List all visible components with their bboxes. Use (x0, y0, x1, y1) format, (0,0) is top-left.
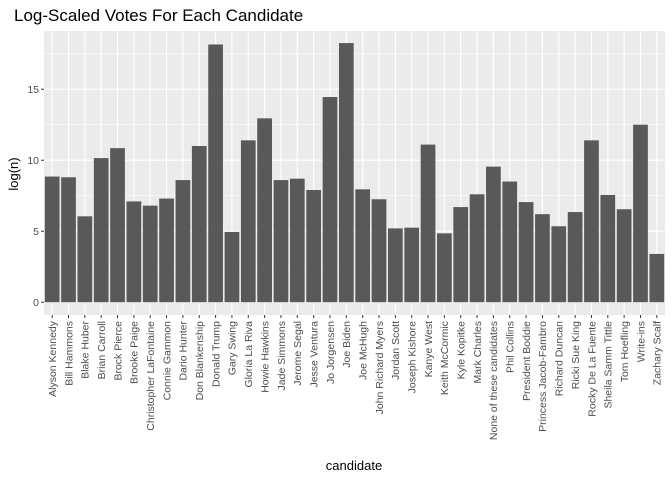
x-tick-label: Blake Huber (80, 320, 92, 378)
bars (44, 43, 665, 303)
y-tick-label: 15 (27, 84, 39, 96)
bar (273, 180, 289, 303)
x-tick-label: Alyson Kennedy (47, 320, 59, 397)
bar (388, 228, 403, 303)
bar (208, 44, 223, 303)
bar (110, 148, 125, 303)
bar (355, 189, 371, 303)
bar (224, 231, 240, 303)
bar (649, 253, 665, 303)
bar (420, 144, 436, 303)
bar (306, 190, 321, 303)
x-tick-label: Joe Biden (341, 321, 353, 368)
bar (453, 207, 469, 303)
x-tick-label: Joe McHugh (357, 321, 369, 380)
bar (616, 209, 632, 303)
bar (142, 205, 158, 303)
x-tick-label: Princess Jacob-Fambro (537, 321, 549, 432)
bar (191, 146, 207, 303)
x-tick-label: Jo Jorgensen (325, 321, 337, 384)
bar (338, 43, 354, 303)
bar (535, 214, 550, 303)
x-tick-label: Jordan Scott (390, 321, 402, 380)
bar (502, 181, 518, 303)
x-tick-label: Phil Collins (505, 321, 517, 373)
bar (584, 140, 599, 303)
x-tick-label: Keith McCormic (439, 321, 451, 395)
x-tick-label: Bill Hammons (63, 321, 75, 386)
y-tick-label: 0 (33, 297, 39, 309)
bar (93, 158, 109, 303)
x-tick-label: Sheila Samm Tittle (603, 321, 615, 409)
bar (404, 227, 420, 303)
bar (567, 212, 583, 303)
bar (77, 216, 93, 303)
x-tick-label: Richard Duncan (554, 321, 566, 396)
x-tick-label: Gloria La Riva (243, 321, 255, 388)
bar (257, 118, 272, 303)
x-tick-label: Joseph Kishore (406, 321, 418, 394)
bar (126, 201, 142, 303)
bar (437, 233, 452, 303)
x-tick-label: Gary Swing (227, 321, 239, 375)
bar (486, 166, 501, 303)
x-tick-label: Tom Hoefling (619, 321, 631, 382)
y-tick-label: 10 (27, 155, 39, 167)
bar (633, 124, 648, 303)
bar (518, 202, 534, 303)
x-tick-label: Jesse Ventura (308, 321, 320, 388)
bar (61, 177, 76, 303)
x-tick-label: Howie Hawkins (259, 321, 271, 393)
x-tick-label: Kanye West (423, 321, 435, 377)
bar (240, 140, 256, 303)
x-tick-label: Brock Pierce (112, 321, 124, 381)
bar (551, 226, 567, 303)
x-tick-label: Donald Trump (210, 321, 222, 387)
bar (289, 178, 305, 303)
x-tick-label: None of these candidates (488, 321, 500, 440)
x-tick-label: Kyle Kopitke (456, 321, 468, 380)
x-axis-title: candidate (326, 458, 382, 473)
y-tick-label: 5 (33, 226, 39, 238)
x-tick-label: Jade Simmons (276, 321, 288, 390)
y-axis-ticks: 0 5 10 15 (27, 84, 44, 309)
x-tick-label: Brooke Paige (129, 321, 141, 384)
chart-title: Log-Scaled Votes For Each Candidate (14, 6, 303, 25)
x-tick-label: Zachary Scalf (652, 321, 664, 385)
x-tick-label: Brian Carroll (96, 321, 108, 379)
x-tick-label: Mark Charles (472, 321, 484, 383)
y-axis-title: log(n) (6, 157, 21, 190)
bar (175, 180, 191, 303)
bar (322, 97, 338, 303)
bar (469, 194, 485, 303)
bar (44, 176, 60, 303)
bar (600, 195, 616, 303)
x-tick-label: Jerome Segal (292, 321, 304, 386)
x-tick-label: Christopher LaFontaine (145, 321, 157, 431)
bar (371, 199, 387, 303)
x-tick-label: Rocky De La Fuente (586, 321, 598, 417)
x-tick-label: Connie Gammon (161, 321, 173, 401)
x-tick-label: Write-ins (635, 321, 647, 362)
x-axis-ticks: Alyson Kennedy Bill Hammons Blake Huber Bri… (47, 315, 664, 440)
x-tick-label: Ricki Sue King (570, 321, 582, 389)
x-tick-label: John Richard Myers (374, 321, 386, 414)
bar (159, 198, 174, 303)
x-tick-label: President Boddie (521, 321, 533, 401)
x-tick-label: Don Blankenship (194, 321, 206, 401)
x-tick-label: Dario Hunter (178, 321, 190, 381)
